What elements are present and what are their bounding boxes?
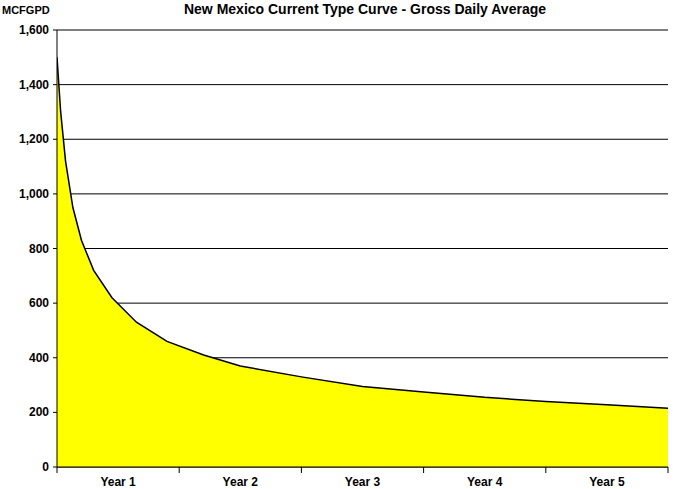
y-tick bbox=[53, 30, 57, 31]
x-band-tick bbox=[301, 467, 302, 473]
y-tick bbox=[53, 84, 57, 85]
area-line bbox=[57, 57, 668, 408]
grid-line bbox=[57, 303, 668, 304]
y-tick-label: 1,200 bbox=[19, 132, 49, 146]
x-axis bbox=[57, 467, 668, 468]
grid-line bbox=[57, 193, 668, 194]
x-band-tick bbox=[668, 467, 669, 473]
area bbox=[57, 57, 668, 467]
y-tick bbox=[53, 248, 57, 249]
y-tick-label: 600 bbox=[29, 296, 49, 310]
y-tick bbox=[53, 139, 57, 140]
x-band-tick bbox=[545, 467, 546, 473]
x-band-tick bbox=[179, 467, 180, 473]
x-band-tick bbox=[57, 467, 58, 473]
plot-area bbox=[57, 57, 668, 467]
y-tick-label: 1,400 bbox=[19, 78, 49, 92]
y-tick bbox=[53, 303, 57, 304]
grid-line bbox=[57, 467, 668, 468]
grid-line bbox=[57, 248, 668, 249]
x-band-tick bbox=[423, 467, 424, 473]
x-tick-label: Year 1 bbox=[100, 475, 136, 489]
grid-line bbox=[57, 139, 668, 140]
x-tick-label: Year 5 bbox=[589, 475, 625, 489]
x-tick-label: Year 4 bbox=[467, 475, 503, 489]
chart: New Mexico Current Type Curve - Gross Da… bbox=[0, 0, 673, 489]
y-tick bbox=[53, 357, 57, 358]
y-tick-label: 1,000 bbox=[19, 187, 49, 201]
y-tick bbox=[53, 412, 57, 413]
y-tick-label: 0 bbox=[42, 460, 49, 474]
x-tick-label: Year 2 bbox=[223, 475, 259, 489]
y-tick bbox=[53, 193, 57, 194]
y-axis-label: MCFGPD bbox=[2, 4, 50, 16]
y-tick bbox=[53, 467, 57, 468]
y-axis bbox=[57, 30, 58, 467]
x-tick-label: Year 3 bbox=[345, 475, 381, 489]
y-tick-label: 400 bbox=[29, 351, 49, 365]
y-tick-label: 800 bbox=[29, 242, 49, 256]
grid-line bbox=[57, 30, 668, 31]
title: New Mexico Current Type Curve - Gross Da… bbox=[184, 1, 546, 17]
y-tick-label: 200 bbox=[29, 405, 49, 419]
y-tick-label: 1,600 bbox=[19, 23, 49, 37]
grid-line bbox=[57, 84, 668, 85]
